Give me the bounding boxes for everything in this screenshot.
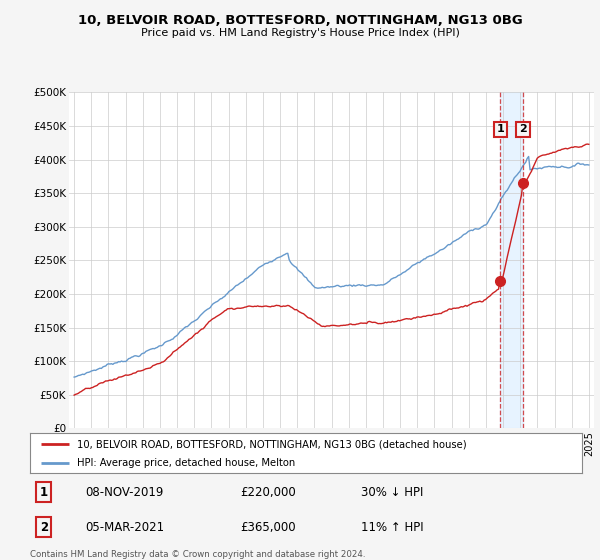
Text: 2: 2 xyxy=(519,124,527,134)
Bar xyxy=(500,92,523,428)
Text: 2: 2 xyxy=(40,521,48,534)
Text: 1: 1 xyxy=(40,486,48,498)
Text: Price paid vs. HM Land Registry's House Price Index (HPI): Price paid vs. HM Land Registry's House … xyxy=(140,28,460,38)
Text: 30% ↓ HPI: 30% ↓ HPI xyxy=(361,486,424,498)
Text: 08-NOV-2019: 08-NOV-2019 xyxy=(85,486,164,498)
Text: £220,000: £220,000 xyxy=(240,486,296,498)
Text: 10, BELVOIR ROAD, BOTTESFORD, NOTTINGHAM, NG13 0BG (detached house): 10, BELVOIR ROAD, BOTTESFORD, NOTTINGHAM… xyxy=(77,439,467,449)
Text: £365,000: £365,000 xyxy=(240,521,295,534)
Text: HPI: Average price, detached house, Melton: HPI: Average price, detached house, Melt… xyxy=(77,458,295,468)
Text: 1: 1 xyxy=(497,124,505,134)
Text: Contains HM Land Registry data © Crown copyright and database right 2024.
This d: Contains HM Land Registry data © Crown c… xyxy=(30,550,365,560)
Text: 05-MAR-2021: 05-MAR-2021 xyxy=(85,521,164,534)
Text: 11% ↑ HPI: 11% ↑ HPI xyxy=(361,521,424,534)
Text: 10, BELVOIR ROAD, BOTTESFORD, NOTTINGHAM, NG13 0BG: 10, BELVOIR ROAD, BOTTESFORD, NOTTINGHAM… xyxy=(77,14,523,27)
